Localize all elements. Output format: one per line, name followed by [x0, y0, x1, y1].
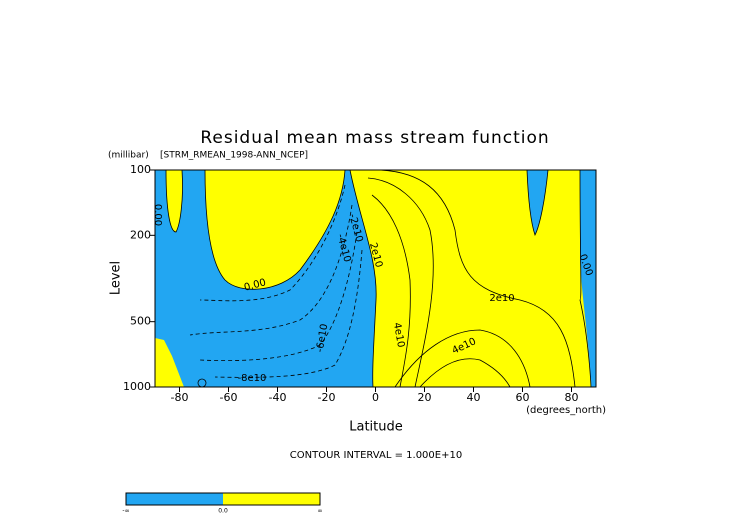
contour-label: -8e10 — [238, 373, 267, 384]
x-tick-label: -60 — [220, 391, 238, 404]
x-tick-label: 80 — [565, 391, 579, 404]
colorbar-frame — [125, 492, 321, 506]
colorbar-positive — [223, 493, 320, 505]
x-tick-label: -20 — [318, 391, 336, 404]
positive-region — [166, 170, 183, 232]
positive-region — [205, 170, 345, 290]
contour-label: -6e10 — [315, 323, 331, 353]
contour-label: 0.00 — [152, 204, 163, 226]
y-axis-label: Level — [109, 261, 124, 295]
positive-region — [155, 338, 184, 387]
negative-region — [527, 170, 548, 235]
contour-lines — [165, 169, 592, 388]
colorbar-label: -∞ — [122, 508, 129, 515]
negative-region — [580, 170, 596, 387]
subtitle: [STRM_RMEAN_1998-ANN_NCEP] — [160, 151, 308, 161]
x-tick-label: 40 — [467, 391, 481, 404]
contour-label: 4e10 — [391, 322, 406, 349]
colorbar-label: ∞ — [318, 508, 323, 515]
colorbar-negative — [126, 493, 223, 505]
y-tick-label: 500 — [130, 315, 151, 328]
x-unit: (degrees_north) — [526, 405, 606, 416]
colorbar-label: 0.0 — [218, 508, 228, 515]
contour-label: 2e10 — [489, 293, 514, 304]
x-tick-label: -80 — [171, 391, 189, 404]
x-tick-label: 20 — [418, 391, 432, 404]
y-tick-label: 1000 — [123, 380, 151, 393]
y-tick-label: 100 — [130, 163, 151, 176]
x-tick-label: -40 — [269, 391, 287, 404]
chart-title: Residual mean mass stream function — [200, 128, 549, 148]
y-unit: (millibar) — [108, 151, 149, 161]
x-axis-label: Latitude — [349, 420, 403, 435]
x-tick-label: 0 — [372, 391, 379, 404]
x-tick-label: 60 — [516, 391, 530, 404]
y-tick-label: 200 — [130, 228, 151, 241]
contour-interval: CONTOUR INTERVAL = 1.000E+10 — [290, 450, 462, 461]
